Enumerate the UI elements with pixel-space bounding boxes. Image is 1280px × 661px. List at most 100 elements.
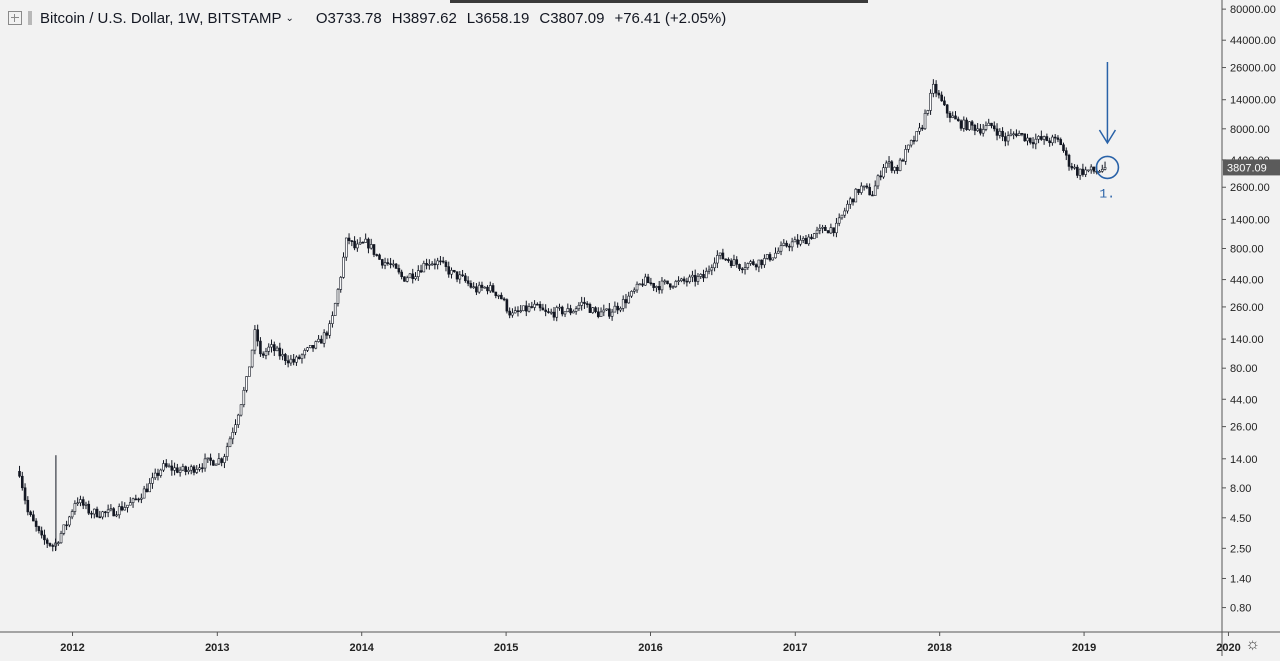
annotation-label[interactable]: 1. (1099, 186, 1115, 201)
candle-body (566, 308, 570, 313)
candle-body (70, 511, 74, 518)
candle-body (92, 508, 96, 515)
price-tick-label: 8.00 (1230, 483, 1251, 495)
candle-body (713, 262, 716, 269)
candle-body (469, 283, 473, 288)
candle-body (1006, 135, 1010, 142)
candle-body (873, 185, 877, 196)
candle-body (785, 242, 788, 247)
candle-body (156, 472, 160, 476)
candle-body (245, 376, 248, 391)
candle-body (1103, 167, 1107, 170)
price-tick-label: 80.00 (1230, 363, 1258, 375)
candle-body (367, 238, 370, 249)
candle-body (1092, 166, 1096, 172)
candle-body (1020, 133, 1024, 135)
candle-body (591, 307, 595, 313)
price-tick-label: 2.50 (1230, 543, 1251, 555)
candle-body (1040, 136, 1043, 140)
candle-body (610, 311, 614, 317)
candle-body (995, 128, 999, 136)
candle-body (516, 310, 520, 312)
candle-body (851, 198, 855, 203)
candle-body (779, 245, 783, 252)
candle-body (37, 526, 41, 532)
candle-body (142, 488, 146, 499)
candle-body (450, 269, 453, 275)
candle-body (621, 299, 625, 309)
candle-body (951, 115, 955, 118)
candle-body (458, 274, 462, 280)
annotation-arrow-head[interactable] (1098, 129, 1117, 145)
price-tick-label: 1400.00 (1230, 214, 1270, 226)
candle-body (148, 483, 151, 493)
candle-body (868, 186, 871, 196)
candle-body (494, 291, 498, 296)
chevron-down-icon[interactable]: ⌄ (285, 12, 294, 24)
candle-body (356, 243, 359, 249)
candle-body (580, 301, 583, 306)
price-tick-label: 800.00 (1230, 244, 1264, 256)
candle-body (632, 289, 636, 292)
candle-body (248, 366, 251, 377)
candle-body (239, 404, 243, 416)
candle-body (865, 185, 869, 188)
candle-body (369, 244, 373, 249)
candle-body (926, 110, 930, 114)
candle-body (375, 254, 379, 256)
candle-body (956, 118, 960, 122)
candle-body (162, 463, 165, 471)
candle-body (120, 506, 124, 511)
candle-body (1048, 140, 1051, 144)
candle-body (760, 259, 763, 266)
candle-body (145, 488, 149, 493)
candle-body (264, 351, 268, 356)
candle-body (699, 274, 703, 277)
candle-body (198, 467, 201, 470)
symbol-title[interactable]: Bitcoin / U.S. Dollar, 1W, BITSTAMP (40, 9, 282, 27)
candle-body (616, 305, 619, 311)
high-value: H3897.62 (391, 9, 457, 27)
candle-body (752, 261, 755, 265)
candle-body (932, 83, 935, 94)
candle-body (466, 280, 470, 284)
annotation-circle[interactable] (1095, 155, 1120, 180)
candle-body (32, 514, 35, 522)
candle-body (721, 252, 725, 260)
candle-body (976, 128, 979, 131)
candle-body (660, 280, 664, 291)
candle-body (101, 511, 104, 518)
candle-body (1084, 169, 1087, 175)
candle-body (464, 275, 467, 282)
candle-body (508, 310, 511, 316)
candle-body (837, 217, 841, 224)
candle-body (729, 260, 733, 267)
candle-body (475, 286, 478, 293)
candle-body (292, 358, 295, 363)
candle-body (538, 304, 542, 309)
price-tick-label: 80000.00 (1230, 4, 1276, 16)
candle-body (1017, 133, 1021, 137)
candle-body (178, 469, 182, 473)
candle-body (696, 276, 700, 282)
candle-body (724, 258, 727, 261)
plus-square-icon[interactable] (8, 11, 22, 25)
gear-icon[interactable]: ☼ (1245, 636, 1260, 653)
candle-body (1034, 138, 1038, 145)
candle-body (502, 298, 506, 301)
candle-body (306, 347, 309, 351)
candle-body (250, 349, 254, 368)
candle-body (408, 273, 412, 279)
candle-body (236, 414, 240, 426)
candle-body (569, 308, 572, 314)
candle-body (524, 305, 528, 312)
candle-body (314, 341, 318, 349)
last-price-label: 3807.09 (1227, 162, 1267, 174)
candle-body (536, 303, 539, 306)
candle-body (893, 166, 896, 171)
candle-body (472, 286, 475, 289)
candle-body (405, 277, 409, 282)
candle-body (126, 504, 129, 508)
candle-body (394, 263, 398, 269)
